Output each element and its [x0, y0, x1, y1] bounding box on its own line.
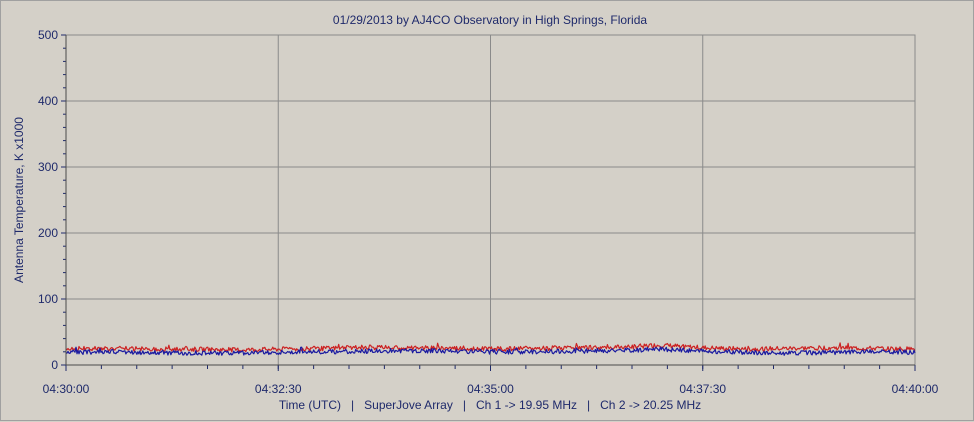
series-group: [65, 342, 916, 356]
y-tick-label: 500: [38, 28, 58, 42]
y-tick-label: 0: [51, 358, 58, 372]
minor-ticks: [61, 34, 916, 371]
y-axis-label: Antenna Temperature, K x1000: [12, 117, 26, 283]
x-tick-label: 04:40:00: [892, 382, 939, 396]
x-axis-label: Time (UTC) | SuperJove Array | Ch 1 -> 1…: [279, 398, 701, 412]
x-tick-label: 04:32:30: [255, 382, 302, 396]
x-tick-label: 04:30:00: [43, 382, 90, 396]
y-tick-labels: 0 100 200 300 400 500: [38, 28, 58, 372]
y-tick-label: 400: [38, 94, 58, 108]
x-tick-labels: 04:30:00 04:32:30 04:35:00 04:37:30 04:40:00: [43, 382, 939, 396]
y-tick-label: 200: [38, 226, 58, 240]
grid-lines: [66, 35, 915, 365]
y-tick-label: 300: [38, 160, 58, 174]
x-tick-label: 04:35:00: [467, 382, 514, 396]
series-line-ch2: [65, 346, 916, 356]
plot-area: [61, 34, 916, 371]
x-tick-label: 04:37:30: [679, 382, 726, 396]
series-line-ch1: [65, 342, 916, 353]
chart-title: 01/29/2013 by AJ4CO Observatory in High …: [333, 13, 647, 27]
y-tick-label: 100: [38, 292, 58, 306]
